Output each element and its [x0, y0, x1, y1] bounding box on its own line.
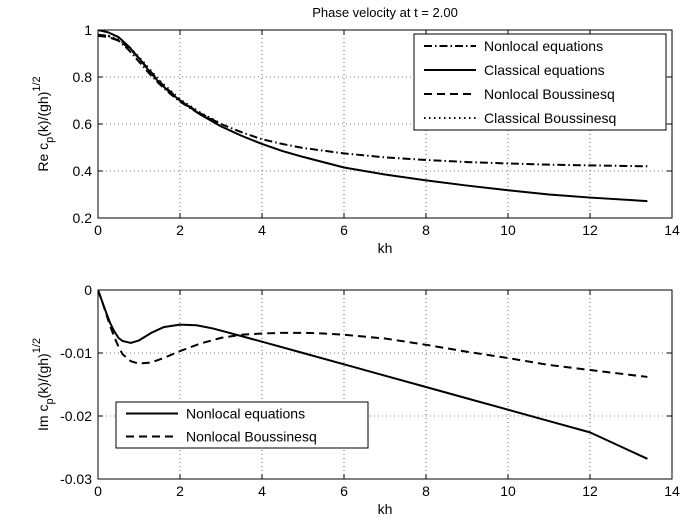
chart-title: Phase velocity at t = 2.00 — [312, 5, 458, 20]
legend-entry: Classical Boussinesq — [484, 110, 616, 126]
x-tick-label: 12 — [582, 222, 598, 238]
x-tick-label: 14 — [664, 222, 680, 238]
x-tick-label: 14 — [664, 483, 680, 499]
bottom-axes-phase-velocity-imag: 0 2 4 6 8 10 12 14 -0.03 -0.02 -0.01 0 kh Im cp(k)/(g… — [31, 282, 680, 517]
axes-box — [97, 289, 673, 480]
x-tick-label: 0 — [94, 222, 102, 238]
x-axis-label: kh — [378, 240, 393, 256]
series-line-nonlocal-equations — [98, 290, 648, 460]
series-line-classical-boussinesq — [98, 33, 222, 125]
x-tick-label: 6 — [340, 483, 348, 499]
top-axes-phase-velocity-real: 0 2 4 6 8 10 12 14 0.2 0.4 0.6 0.8 1 kh Re cp(k)/(gh)1… — [31, 5, 680, 256]
y-axis-label: Im cp(k)/(gh)1/2 — [31, 338, 56, 431]
series-line-nonlocal-boussinesq — [98, 34, 222, 125]
series-line-nonlocal-boussinesq — [98, 290, 648, 378]
y-axis-label-part: (k)/(gh) — [35, 92, 51, 137]
x-tick-label: 12 — [582, 483, 598, 499]
legend-box — [115, 401, 369, 449]
y-tick-label: -0.02 — [60, 408, 92, 424]
x-tick-label: 4 — [258, 483, 266, 499]
y-tick-label: 0 — [84, 282, 92, 298]
y-axis-label: Re cp(k)/(gh)1/2 — [31, 76, 56, 171]
y-tick-label: -0.03 — [60, 471, 92, 487]
x-tick-label: 0 — [94, 483, 102, 499]
legend-entry: Nonlocal equations — [484, 38, 603, 54]
x-tick-label: 2 — [176, 483, 184, 499]
y-axis-label-part: 1/2 — [31, 338, 43, 353]
legend: Nonlocal equations Classical equations Non… — [413, 33, 667, 131]
x-tick-label: 2 — [176, 222, 184, 238]
y-tick-label: 0.8 — [73, 69, 93, 85]
x-tick-label: 10 — [500, 483, 516, 499]
x-tick-label: 10 — [500, 222, 516, 238]
y-axis-label-part: 1/2 — [31, 76, 43, 91]
legend: Nonlocal equations Nonlocal Boussinesq — [115, 401, 369, 449]
y-axis-label-part: p — [44, 398, 56, 404]
y-axis-label-part: Im c — [35, 405, 51, 431]
x-tick-label: 4 — [258, 222, 266, 238]
y-tick-label: 0.6 — [73, 116, 93, 132]
legend-box — [413, 33, 667, 131]
y-axis-label-part: (k)/(gh) — [35, 353, 51, 398]
y-axis-label-part: p — [44, 137, 56, 143]
y-tick-label: 1 — [84, 22, 92, 38]
x-tick-label: 8 — [422, 483, 430, 499]
y-tick-label: -0.01 — [60, 345, 92, 361]
legend-entry: Nonlocal Boussinesq — [186, 429, 317, 445]
series-line-nonlocal-equations — [98, 33, 648, 168]
y-axis-label-part: Re c — [35, 143, 51, 172]
legend-entry: Nonlocal Boussinesq — [484, 86, 615, 102]
x-axis-label: kh — [378, 501, 393, 517]
legend-entry: Classical equations — [484, 62, 605, 78]
y-tick-label: 0.4 — [73, 163, 93, 179]
x-tick-label: 6 — [340, 222, 348, 238]
y-tick-label: 0.2 — [73, 210, 93, 226]
x-tick-label: 8 — [422, 222, 430, 238]
legend-entry: Nonlocal equations — [186, 406, 305, 422]
